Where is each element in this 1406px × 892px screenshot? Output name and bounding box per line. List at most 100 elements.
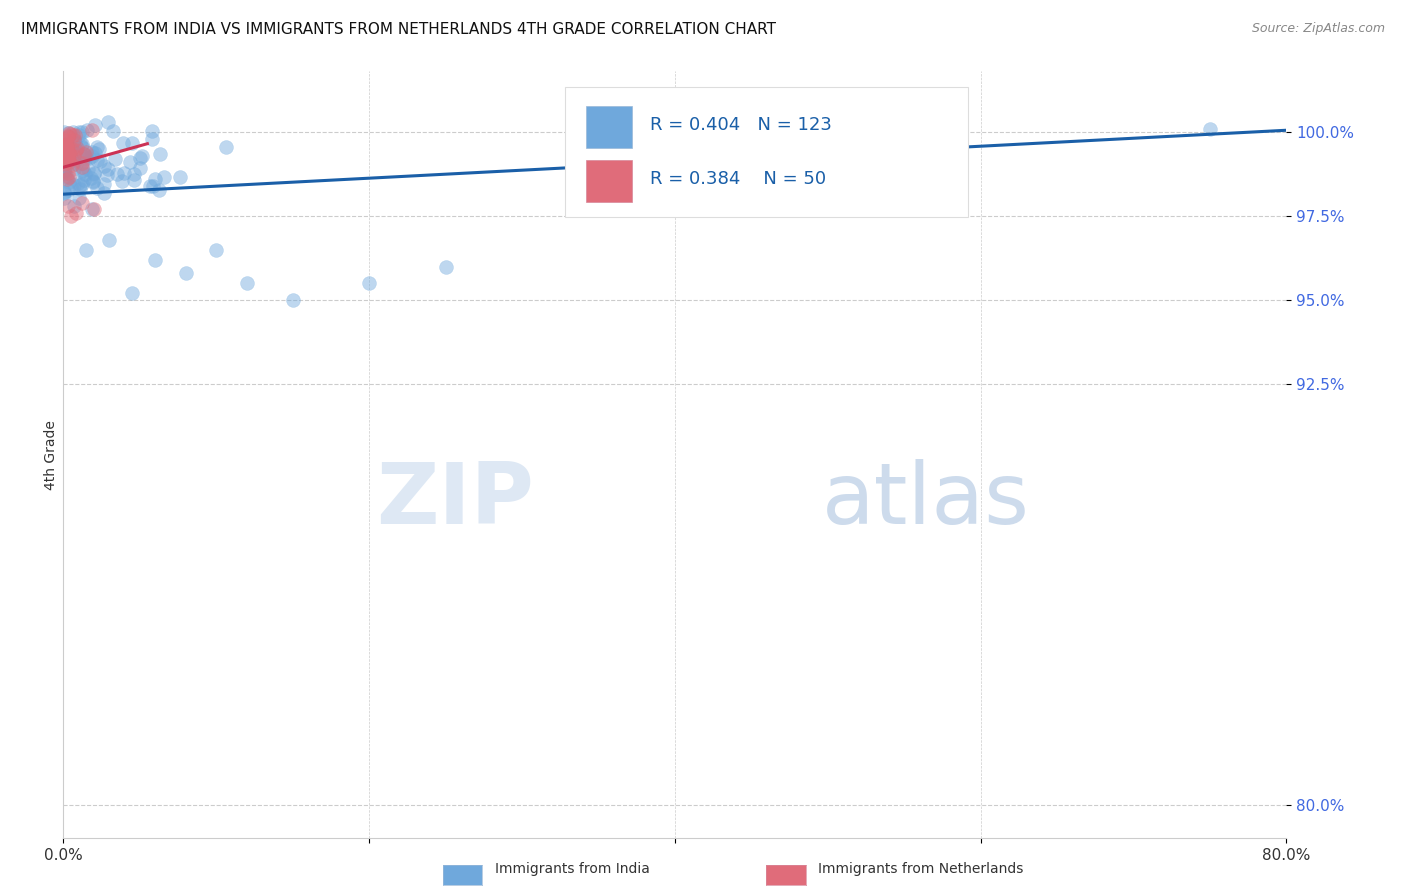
Point xyxy=(53,166,76,180)
Point xyxy=(58,138,80,153)
Point xyxy=(53,161,76,175)
Point xyxy=(56,147,79,161)
Point xyxy=(72,141,94,155)
Point xyxy=(63,128,86,142)
Point xyxy=(69,135,91,149)
Point xyxy=(56,148,79,162)
Point xyxy=(148,183,170,197)
Point xyxy=(143,252,166,267)
Point xyxy=(62,152,84,166)
Point xyxy=(67,125,90,139)
Point xyxy=(53,125,76,139)
Point xyxy=(55,145,77,160)
Point xyxy=(70,164,93,178)
Point xyxy=(70,139,93,153)
Point xyxy=(63,136,86,151)
Point xyxy=(76,123,98,137)
Point xyxy=(131,149,153,163)
Text: IMMIGRANTS FROM INDIA VS IMMIGRANTS FROM NETHERLANDS 4TH GRADE CORRELATION CHART: IMMIGRANTS FROM INDIA VS IMMIGRANTS FROM… xyxy=(21,22,776,37)
Point xyxy=(93,177,115,191)
Point xyxy=(129,161,152,175)
Point xyxy=(56,149,79,163)
Point xyxy=(53,145,76,160)
Point xyxy=(59,148,82,162)
Point xyxy=(66,141,89,155)
Point xyxy=(56,140,79,154)
Point xyxy=(65,154,87,169)
Bar xyxy=(585,106,633,148)
Point xyxy=(59,128,82,142)
Point xyxy=(77,151,100,165)
Point xyxy=(70,195,93,210)
Point xyxy=(122,167,145,181)
Point xyxy=(121,136,143,151)
Point xyxy=(70,160,93,174)
Point xyxy=(62,128,84,143)
Point xyxy=(80,202,103,217)
Point xyxy=(72,146,94,161)
Point xyxy=(60,143,83,157)
Point xyxy=(105,167,128,181)
Point xyxy=(63,161,86,176)
Point xyxy=(111,174,134,188)
Text: Immigrants from Netherlands: Immigrants from Netherlands xyxy=(818,862,1024,876)
Point xyxy=(152,170,174,185)
Point xyxy=(80,171,103,186)
Point xyxy=(93,159,115,173)
Point xyxy=(89,153,111,168)
Point xyxy=(75,243,97,257)
Text: Immigrants from India: Immigrants from India xyxy=(495,862,650,876)
Point xyxy=(60,152,83,166)
Point xyxy=(174,266,197,280)
Point xyxy=(55,136,77,151)
Point xyxy=(58,145,80,159)
Point xyxy=(56,199,79,213)
Point xyxy=(149,147,172,161)
Point xyxy=(67,190,90,204)
Point xyxy=(76,162,98,177)
Point xyxy=(215,140,238,154)
Point xyxy=(58,126,80,140)
Point xyxy=(72,163,94,178)
Point xyxy=(62,178,84,192)
Point xyxy=(67,128,90,142)
Point xyxy=(63,149,86,163)
Point xyxy=(82,122,104,136)
Point xyxy=(66,177,89,191)
Point xyxy=(96,168,118,182)
Point xyxy=(143,172,166,186)
Point xyxy=(129,151,152,165)
Point xyxy=(72,177,94,191)
Point xyxy=(112,166,135,180)
Point xyxy=(53,185,76,199)
Point xyxy=(58,176,80,190)
Point xyxy=(62,125,84,139)
Point xyxy=(53,136,76,151)
Point xyxy=(83,146,105,161)
Point xyxy=(58,126,80,140)
Point xyxy=(58,170,80,185)
Point xyxy=(82,174,104,188)
Point xyxy=(62,198,84,212)
Point xyxy=(52,144,75,158)
Point xyxy=(205,243,228,257)
Point xyxy=(120,155,142,169)
Point xyxy=(86,153,108,167)
Point xyxy=(73,146,96,161)
Point xyxy=(122,173,145,187)
Text: R = 0.404   N = 123: R = 0.404 N = 123 xyxy=(651,116,832,134)
Point xyxy=(70,137,93,152)
Point xyxy=(56,172,79,186)
Point xyxy=(56,145,79,160)
Point xyxy=(281,293,304,307)
Point xyxy=(142,178,165,193)
Point xyxy=(97,162,120,177)
Point xyxy=(93,186,115,200)
Point xyxy=(55,151,77,165)
Point xyxy=(58,144,80,158)
Point xyxy=(53,156,76,170)
Point xyxy=(65,143,87,157)
Point xyxy=(62,156,84,170)
Point xyxy=(83,118,105,132)
Point xyxy=(53,191,76,205)
